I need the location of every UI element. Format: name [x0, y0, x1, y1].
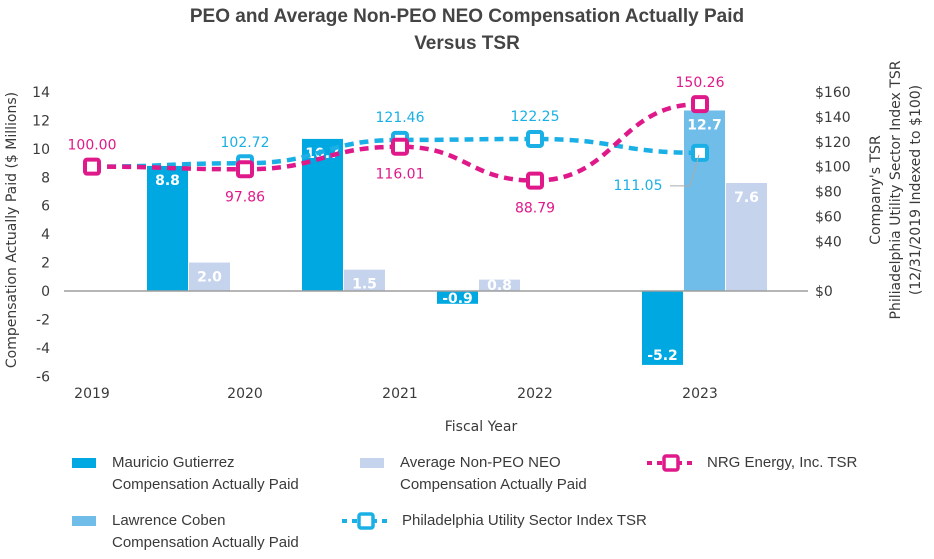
legend-label: Compensation Actually Paid	[112, 534, 299, 551]
legend-label: Compensation Actually Paid	[112, 476, 299, 493]
y-tick-label: 0	[41, 284, 50, 300]
bar-label: 0.8	[487, 278, 512, 294]
y2-tick-label: $140	[815, 110, 851, 126]
x-axis-ticks: 2019 2020 2021 2022 2023	[74, 386, 718, 402]
bar-label: 1.5	[352, 277, 377, 293]
bar	[726, 182, 767, 291]
leader-line	[670, 154, 700, 187]
chart-title-line2: Versus TSR	[414, 33, 520, 54]
bar-label: 7.6	[734, 190, 759, 206]
phil-point-label: 111.05	[614, 178, 663, 194]
legend-item-phil-tsr: Philadelphia Utility Sector Index TSR	[340, 510, 647, 532]
bar	[437, 291, 478, 304]
tsr-lines	[91, 101, 701, 183]
legend-item-coben: Lawrence Coben Compensation Actually Pai…	[72, 510, 299, 554]
tsr-line	[91, 101, 701, 183]
tsr-marker	[526, 129, 544, 148]
y-tick-label: -6	[36, 369, 50, 385]
tsr-marker	[526, 171, 544, 190]
y-tick-label: -2	[36, 312, 50, 328]
legend-label: Mauricio Gutierrez	[112, 454, 235, 471]
legend-label: Compensation Actually Paid	[400, 476, 587, 493]
y2-axis-label-line2: Philiadelphia Utility Sector Index TSR	[888, 60, 904, 319]
nrg-point-label: 88.79	[515, 201, 555, 217]
y-tick-label: 2	[41, 256, 50, 272]
legend-swatch-gutierrez	[72, 458, 96, 468]
bar-label: -0.9	[442, 291, 473, 307]
bar	[684, 110, 725, 291]
legend-label: NRG Energy, Inc. TSR	[707, 454, 858, 471]
legend-swatch-coben	[72, 516, 96, 526]
y2-tick-label: $60	[815, 209, 842, 225]
tsr-marker	[691, 143, 709, 162]
y-tick-label: 6	[41, 199, 50, 215]
y-axis-label: Compensation Actually Paid ($ Millions)	[4, 92, 20, 368]
legend-swatch-non-peo	[360, 458, 384, 468]
y2-tick-label: $80	[815, 185, 842, 201]
y2-tick-label: $160	[815, 85, 851, 101]
bar	[642, 291, 683, 365]
bar	[344, 269, 385, 291]
y-tick-label: -4	[36, 341, 50, 357]
tsr-marker	[391, 137, 409, 156]
y2-axis-label-line3: (12/31/2019 Indexed to $100)	[908, 85, 924, 295]
x-tick-label: 2022	[517, 386, 553, 402]
legend-label: Philadelphia Utility Sector Index TSR	[402, 512, 647, 529]
tsr-markers	[83, 95, 709, 190]
legend-item-nrg-tsr: NRG Energy, Inc. TSR	[645, 452, 857, 474]
y-tick-label: 10	[32, 142, 50, 158]
bar	[479, 279, 520, 291]
x-tick-label: 2021	[382, 386, 418, 402]
bar-label: 8.8	[155, 173, 180, 189]
legend-line-icon-phil	[342, 512, 390, 530]
tsr-marker	[83, 157, 101, 176]
right-axis-ticks: $160 $140 $120 $100 $80 $60 $40 $0	[815, 85, 851, 300]
y-tick-label: 8	[41, 170, 50, 186]
bar	[302, 138, 343, 291]
phil-point-label: 122.25	[511, 109, 560, 125]
legend-line-icon-nrg	[647, 454, 695, 472]
phil-point-label: 121.46	[376, 110, 425, 126]
legend-item-non-peo: Average Non-PEO NEO Compensation Actuall…	[360, 452, 587, 496]
tsr-marker	[236, 160, 254, 179]
chart-title: PEO and Average Non-PEO NEO Compensation…	[190, 6, 744, 27]
bar-label: -5.2	[647, 348, 678, 364]
y-tick-label: 4	[41, 227, 50, 243]
legend-label: Average Non-PEO NEO	[400, 454, 561, 471]
nrg-point-label: 150.26	[676, 75, 725, 91]
y2-axis-label-line1: Company's TSR	[868, 135, 884, 245]
y-tick-label: 12	[32, 113, 50, 129]
bar-label: 12.7	[687, 117, 722, 133]
y2-tick-label: $0	[815, 284, 833, 300]
bars	[147, 110, 767, 365]
x-tick-label: 2020	[227, 386, 263, 402]
left-axis-ticks: 14 12 10 8 6 4 2 0 -2 -4 -6	[32, 85, 50, 385]
tsr-point-labels: 100.00 97.86 116.01 88.79 150.26 102.72 121.46…	[68, 75, 725, 216]
bar-label: 2.0	[197, 270, 222, 286]
nrg-point-label: 97.86	[225, 189, 265, 205]
legend-item-gutierrez: Mauricio Gutierrez Compensation Actually…	[72, 452, 299, 496]
nrg-point-label: 100.00	[68, 138, 117, 154]
y-tick-label: 14	[32, 85, 50, 101]
x-tick-label: 2023	[682, 386, 718, 402]
y2-tick-label: $120	[815, 135, 851, 151]
x-tick-label: 2019	[74, 386, 110, 402]
tsr-marker	[691, 95, 709, 114]
legend-label: Lawrence Coben	[112, 512, 226, 529]
x-axis-label: Fiscal Year	[445, 419, 518, 435]
bar	[189, 262, 230, 291]
y2-tick-label: $100	[815, 160, 851, 176]
phil-point-label: 102.72	[221, 135, 270, 151]
y2-tick-label: $40	[815, 234, 842, 250]
bar	[147, 165, 188, 291]
nrg-point-label: 116.01	[376, 167, 425, 183]
